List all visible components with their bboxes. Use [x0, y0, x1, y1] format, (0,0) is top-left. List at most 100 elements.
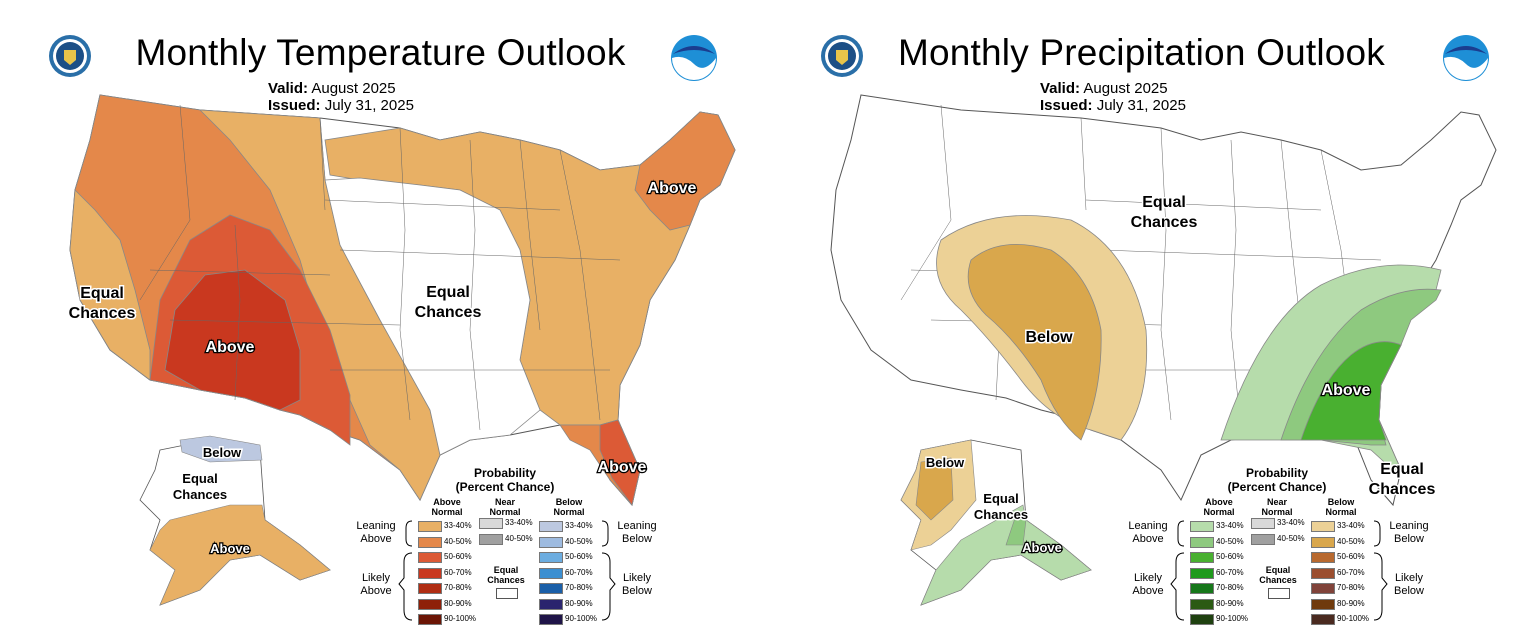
legend-near-range: 33-40%: [505, 518, 533, 527]
legend-below-range: 33-40%: [565, 521, 593, 530]
legend-above-range: 90-100%: [1216, 614, 1249, 623]
legend-below-range: 80-90%: [1337, 598, 1365, 608]
legend-below-swatch: [539, 567, 563, 579]
legend-brace: [1373, 520, 1381, 547]
legend-below-swatch: [539, 583, 563, 594]
likely-above-1: Likely: [1133, 572, 1163, 584]
legend-below-range: 33-40%: [1337, 521, 1365, 530]
likely-above-1: Likely: [361, 572, 391, 584]
legend-above-swatch: [418, 583, 442, 594]
legend-below-swatch: [539, 614, 563, 625]
state-lines: [139, 104, 621, 431]
precip-below-40: [967, 244, 1102, 441]
legend-brace: [398, 552, 413, 621]
valid-value: August 2025: [311, 80, 396, 97]
legend-below-swatch: [1311, 536, 1335, 548]
legend-brace: [1373, 552, 1388, 621]
legend-below-swatch: [1311, 598, 1335, 610]
legend-above-range: 70-80%: [1216, 583, 1244, 592]
legend-brace: [1170, 552, 1185, 621]
likely-below-1: Likely: [1394, 572, 1424, 584]
legend-above-swatch: [418, 614, 442, 625]
legend-above-swatch: [1190, 521, 1214, 532]
legend-title: Probability (Percent Chance): [430, 466, 580, 494]
legend-brace: [1177, 520, 1185, 547]
legend-equal-chances: Equal Chances: [1248, 565, 1308, 585]
legend-below-range: 80-90%: [565, 598, 593, 608]
legend-above-range: 33-40%: [1216, 521, 1244, 530]
noaa-logo-icon: [671, 35, 717, 81]
map-label-center-equal: Equal: [426, 284, 470, 301]
col-above-1: Above: [1205, 497, 1233, 507]
col-above-1: Above: [433, 497, 461, 507]
legend-below-range: 60-70%: [1337, 567, 1365, 577]
legend-below-swatch: [539, 598, 563, 610]
equal-1: Equal: [1265, 565, 1291, 575]
legend-below-swatch: [539, 521, 563, 532]
legend-brace: [601, 520, 609, 547]
col-near-2: Normal: [489, 507, 521, 517]
alaska-below: [179, 435, 263, 463]
legend-above-swatch: [1190, 567, 1214, 579]
legend-above-swatch: [418, 598, 442, 610]
col-below-1: Below: [555, 497, 583, 507]
precipitation-map: Equal Chances Below Above Equal Chances …: [830, 94, 1497, 606]
legend-above-swatch: [1190, 552, 1214, 563]
legend-above-swatch: [1190, 614, 1214, 625]
legend-title-line2: (Percent Chance): [1227, 480, 1327, 494]
temp-sw-60: [164, 269, 301, 411]
legend-below-range: 70-80%: [1337, 583, 1365, 592]
map-label-ak-equal: Equal: [182, 471, 217, 486]
map-label-ak-chances: Chances: [974, 507, 1028, 522]
legend-above-swatch: [418, 521, 442, 532]
likely-below-2: Below: [622, 585, 652, 597]
legend-below-range: 70-80%: [565, 583, 593, 592]
legend-above-range: 40-50%: [1216, 536, 1244, 546]
legend-above-range: 80-90%: [444, 598, 472, 608]
temperature-outlook-panel: Above Equal Chances Above Equal Chances …: [49, 32, 736, 625]
legend-above-range: 70-80%: [444, 583, 472, 592]
legend-col-above: Above Normal: [422, 497, 472, 517]
valid-value: August 2025: [1083, 80, 1168, 97]
commerce-seal-icon: [49, 35, 91, 77]
legend-col-near: Near Normal: [1252, 497, 1302, 517]
legend-likely-above: Likely Above: [346, 572, 406, 598]
legend-above-range: 90-100%: [444, 614, 477, 623]
legend-leaning-above: Leaning Above: [346, 520, 406, 546]
leaning-above-1: Leaning: [1128, 520, 1168, 532]
legend-below-swatch: [1311, 567, 1335, 579]
legend-above-range: 60-70%: [1216, 567, 1244, 577]
legend-equal-chances: Equal Chances: [476, 565, 536, 585]
map-label-north-chances: Chances: [1131, 214, 1198, 231]
legend-above-range: 33-40%: [444, 521, 472, 530]
col-above-2: Normal: [1203, 507, 1235, 517]
alaska-above-33: [920, 504, 1092, 606]
legend-above-swatch: [1190, 536, 1214, 548]
legend-equal-swatch: [496, 588, 518, 599]
legend-col-below: Below Normal: [1316, 497, 1366, 517]
leaning-below-1: Leaning: [1389, 520, 1429, 532]
equal-1: Equal: [493, 565, 519, 575]
page-title: Monthly Precipitation Outlook: [897, 32, 1386, 73]
issued-value: July 31, 2025: [324, 97, 414, 114]
legend-near-swatch: [1251, 518, 1275, 529]
alaska-below-40: [915, 457, 954, 521]
leaning-below-1: Leaning: [617, 520, 657, 532]
map-label-north-equal: Equal: [1142, 194, 1186, 211]
legend-col-above: Above Normal: [1194, 497, 1244, 517]
temp-ne-40: [634, 111, 736, 231]
col-above-2: Normal: [431, 507, 463, 517]
issued-label: Issued:: [268, 97, 321, 114]
legend-col-below: Below Normal: [544, 497, 594, 517]
col-below-2: Normal: [553, 507, 585, 517]
legend-likely-below: Likely Below: [1379, 572, 1439, 598]
legend-above-swatch: [418, 567, 442, 579]
legend-likely-above: Likely Above: [1118, 572, 1178, 598]
col-near-2: Normal: [1261, 507, 1293, 517]
legend-below-range: 40-50%: [1337, 536, 1365, 546]
map-label-west-equal: Equal: [80, 285, 124, 302]
valid-line: Valid: August 2025: [1040, 80, 1168, 97]
legend-title-line1: Probability: [473, 466, 536, 480]
alaska-above: [149, 504, 331, 606]
legend-near-swatch: [479, 518, 503, 529]
